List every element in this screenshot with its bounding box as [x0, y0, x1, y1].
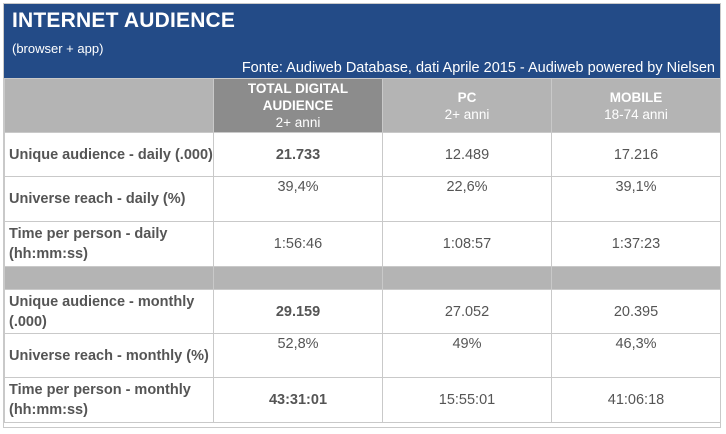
column-subtitle: 2+ anni	[444, 106, 490, 122]
value-cell: 52,8%	[213, 333, 383, 378]
audience-table: TOTAL DIGITAL AUDIENCE 2+ anni PC 2+ ann…	[4, 78, 721, 423]
row-label: Universe reach - daily (%)	[4, 176, 214, 222]
column-title: TOTAL DIGITAL AUDIENCE	[247, 81, 349, 113]
separator-cell	[382, 266, 552, 290]
value-cell: 22,6%	[382, 176, 552, 222]
row-label: Unique audience - monthly (.000)	[4, 289, 214, 334]
separator-cell	[4, 266, 214, 290]
page-title: INTERNET AUDIENCE	[12, 9, 236, 32]
value-cell: 41:06:18	[551, 377, 721, 423]
value-cell: 39,1%	[551, 176, 721, 222]
table-row: Unique audience - daily (.000) 21.733 12…	[4, 132, 721, 177]
row-label: Unique audience - daily (.000)	[4, 132, 214, 177]
column-header-pc: PC 2+ anni	[382, 78, 552, 133]
value-cell: 43:31:01	[213, 377, 383, 423]
column-subtitle: 2+ anni	[275, 115, 321, 130]
value-cell: 1:37:23	[551, 221, 721, 267]
value-cell: 49%	[382, 333, 552, 378]
corner-cell	[4, 78, 214, 133]
row-label: Time per person - daily (hh:mm:ss)	[4, 221, 214, 267]
value-cell: 17.216	[551, 132, 721, 177]
separator-cell	[551, 266, 721, 290]
table-row: Universe reach - daily (%) 39,4% 22,6% 3…	[4, 176, 721, 222]
column-subtitle: 18-74 anni	[604, 106, 668, 122]
table-header: INTERNET AUDIENCE (browser + app) Fonte:…	[4, 4, 720, 78]
value-cell: 1:56:46	[213, 221, 383, 267]
source-note: Fonte: Audiweb Database, dati Aprile 201…	[241, 60, 715, 76]
value-cell: 20.395	[551, 289, 721, 334]
value-cell: 46,3%	[551, 333, 721, 378]
value-cell: 15:55:01	[382, 377, 552, 423]
row-label: Time per person - monthly (hh:mm:ss)	[4, 377, 214, 423]
table-row: Unique audience - monthly (.000) 29.159 …	[4, 289, 721, 334]
column-header-row: TOTAL DIGITAL AUDIENCE 2+ anni PC 2+ ann…	[4, 78, 721, 133]
value-cell: 12.489	[382, 132, 552, 177]
page-subtitle: (browser + app)	[12, 41, 104, 56]
column-title: PC	[457, 89, 477, 105]
column-header-total: TOTAL DIGITAL AUDIENCE 2+ anni	[213, 78, 383, 133]
value-cell: 1:08:57	[382, 221, 552, 267]
table-row: Time per person - monthly (hh:mm:ss) 43:…	[4, 377, 721, 423]
column-header-mobile: MOBILE 18-74 anni	[551, 78, 721, 133]
table-frame	[3, 3, 721, 428]
table-row: Universe reach - monthly (%) 52,8% 49% 4…	[4, 333, 721, 378]
separator-row	[4, 266, 721, 290]
table-row: Time per person - daily (hh:mm:ss) 1:56:…	[4, 221, 721, 267]
separator-cell	[213, 266, 383, 290]
column-title: MOBILE	[609, 89, 663, 105]
value-cell: 29.159	[213, 289, 383, 334]
value-cell: 21.733	[213, 132, 383, 177]
value-cell: 27.052	[382, 289, 552, 334]
row-label: Universe reach - monthly (%)	[4, 333, 214, 378]
value-cell: 39,4%	[213, 176, 383, 222]
